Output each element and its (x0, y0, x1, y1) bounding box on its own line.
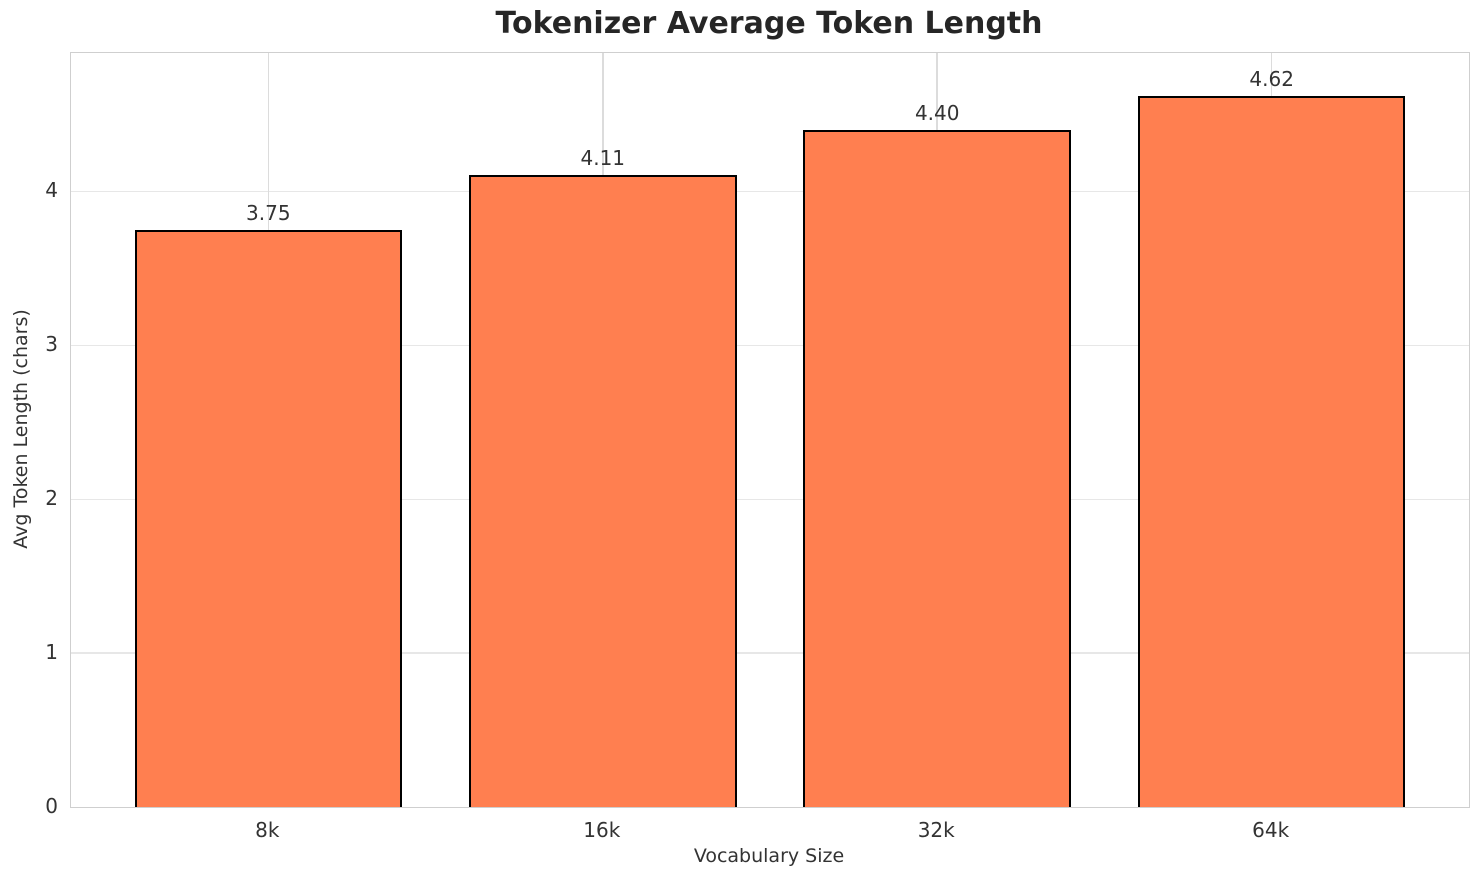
bar-value-label: 4.11 (580, 145, 626, 170)
bar-value-label: 4.40 (914, 100, 960, 125)
x-tick-label: 32k (917, 818, 955, 842)
bar-value-label: 3.75 (246, 200, 291, 225)
bar-8k (134, 229, 403, 807)
bar-value-label: 4.62 (1249, 67, 1294, 92)
gridline-horizontal (71, 190, 1469, 193)
gridline-horizontal (71, 652, 1469, 654)
y-tick-label: 4 (45, 178, 58, 203)
y-tick-label: 2 (45, 486, 58, 511)
x-tick-label: 8k (255, 818, 280, 842)
y-tick-label: 3 (45, 332, 58, 357)
bar-32k (803, 129, 1071, 807)
bar-64k (1137, 96, 1406, 807)
y-tick-label: 0 (45, 794, 58, 818)
x-tick-label: 16k (583, 818, 621, 842)
gridline-horizontal (71, 498, 1469, 500)
x-tick-label: 64k (1252, 818, 1290, 842)
plot-area: 3.75 4.11 4.40 4.62 (70, 52, 1470, 808)
y-tick-label: 1 (45, 640, 58, 665)
x-axis-label: Vocabulary Size (693, 845, 845, 867)
bar-16k (468, 174, 737, 807)
chart-title: Tokenizer Average Token Length (495, 6, 1043, 41)
gridline-horizontal (71, 344, 1469, 347)
